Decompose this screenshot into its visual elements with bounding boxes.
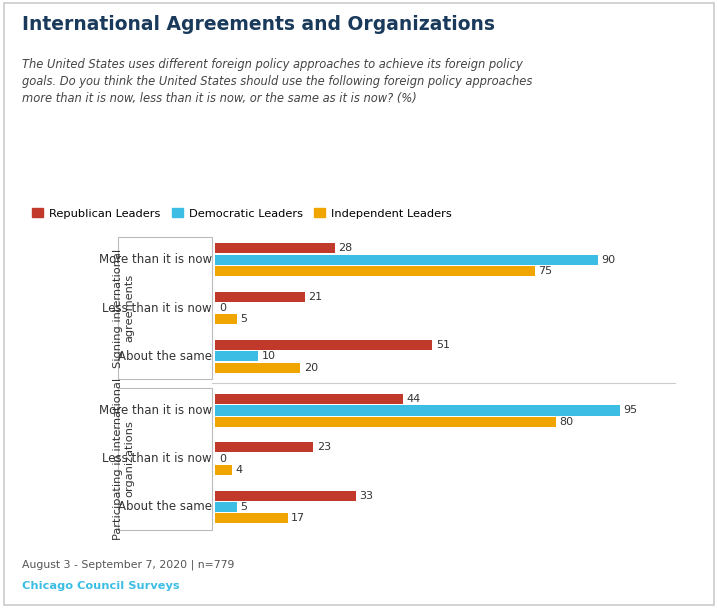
Text: 0: 0 <box>219 454 225 464</box>
Text: 33: 33 <box>359 491 373 500</box>
Text: 23: 23 <box>317 443 331 452</box>
Bar <box>215 502 237 512</box>
Text: Less than it is now: Less than it is now <box>103 452 212 465</box>
Text: Signing international
agreements: Signing international agreements <box>113 249 135 368</box>
Bar <box>215 513 288 523</box>
Bar <box>215 491 356 500</box>
Text: 5: 5 <box>240 502 247 512</box>
Text: 21: 21 <box>308 292 322 302</box>
Text: Chicago Council Surveys: Chicago Council Surveys <box>22 581 180 591</box>
Bar <box>215 243 335 254</box>
Text: Participating in international
organizations: Participating in international organizat… <box>113 378 135 540</box>
Bar <box>215 255 598 265</box>
Text: More than it is now: More than it is now <box>99 404 212 417</box>
Bar <box>215 351 258 361</box>
Text: 75: 75 <box>538 266 552 276</box>
Text: 10: 10 <box>261 351 275 361</box>
Bar <box>215 394 403 404</box>
Text: The United States uses different foreign policy approaches to achieve its foreig: The United States uses different foreign… <box>22 58 532 105</box>
Text: Less than it is now: Less than it is now <box>103 302 212 314</box>
Bar <box>215 465 233 475</box>
Bar <box>215 442 313 452</box>
Bar <box>215 362 301 373</box>
Text: 95: 95 <box>623 406 637 415</box>
Bar <box>215 266 534 276</box>
Text: 90: 90 <box>602 255 616 265</box>
Bar <box>215 340 432 350</box>
Bar <box>215 406 620 415</box>
Text: 51: 51 <box>436 340 449 350</box>
Text: More than it is now: More than it is now <box>99 254 212 266</box>
Text: 5: 5 <box>240 314 247 325</box>
Text: 17: 17 <box>291 513 305 523</box>
Text: 4: 4 <box>236 465 243 475</box>
Text: August 3 - September 7, 2020 | n=779: August 3 - September 7, 2020 | n=779 <box>22 560 234 570</box>
Bar <box>215 292 304 302</box>
Legend: Republican Leaders, Democratic Leaders, Independent Leaders: Republican Leaders, Democratic Leaders, … <box>27 203 457 223</box>
Text: 44: 44 <box>406 394 420 404</box>
Bar <box>215 417 556 427</box>
Text: About the same: About the same <box>118 350 212 363</box>
Bar <box>215 314 237 325</box>
Text: International Agreements and Organizations: International Agreements and Organizatio… <box>22 15 495 34</box>
Text: 80: 80 <box>559 417 573 427</box>
Text: 20: 20 <box>304 362 318 373</box>
Text: About the same: About the same <box>118 500 212 513</box>
Text: 0: 0 <box>219 303 225 313</box>
Text: 28: 28 <box>338 243 353 254</box>
